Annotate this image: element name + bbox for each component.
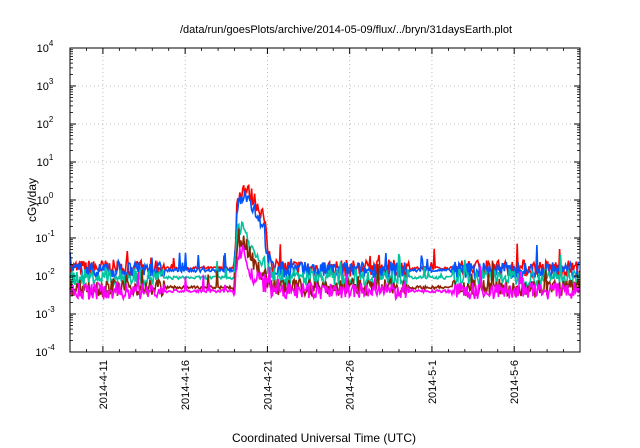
y-tick-label: 10-3 [35, 305, 55, 321]
y-tick-label: 102 [37, 115, 54, 131]
chart-title: /data/run/goesPlots/archive/2014-05-09/f… [180, 24, 512, 36]
y-tick-label: 103 [37, 77, 54, 93]
y-tick-label: 100 [37, 191, 54, 207]
series-line [69, 189, 580, 282]
y-tick-label: 10-2 [35, 267, 55, 283]
x-tick-label: 2014-4-26 [345, 360, 357, 410]
y-tick-label: 101 [37, 153, 54, 169]
series-line [69, 244, 581, 302]
y-axis: 10-4 10-3 10-2 10-1 100 101 102 103 104 [35, 39, 580, 359]
y-tick-label: 10-4 [35, 343, 55, 359]
series-group [69, 183, 581, 302]
x-tick-label: 2014-5-6 [509, 360, 521, 404]
x-tick-label: 2014-4-21 [262, 360, 274, 410]
x-axis-label: Coordinated Universal Time (UTC) [232, 431, 416, 445]
x-tick-label: 2014-4-16 [180, 360, 192, 410]
y-tick-label: 10-1 [35, 229, 55, 245]
x-tick-label: 2014-5-1 [427, 360, 439, 404]
y-tick-label: 104 [37, 39, 54, 55]
x-axis: 2014-4-11 2014-4-16 2014-4-21 2014-4-26 2014… [69, 48, 581, 410]
series-line [69, 220, 581, 289]
x-tick-label: 2014-4-11 [98, 360, 110, 409]
grid [70, 48, 580, 352]
y-axis-label: cGy/day [25, 178, 39, 222]
